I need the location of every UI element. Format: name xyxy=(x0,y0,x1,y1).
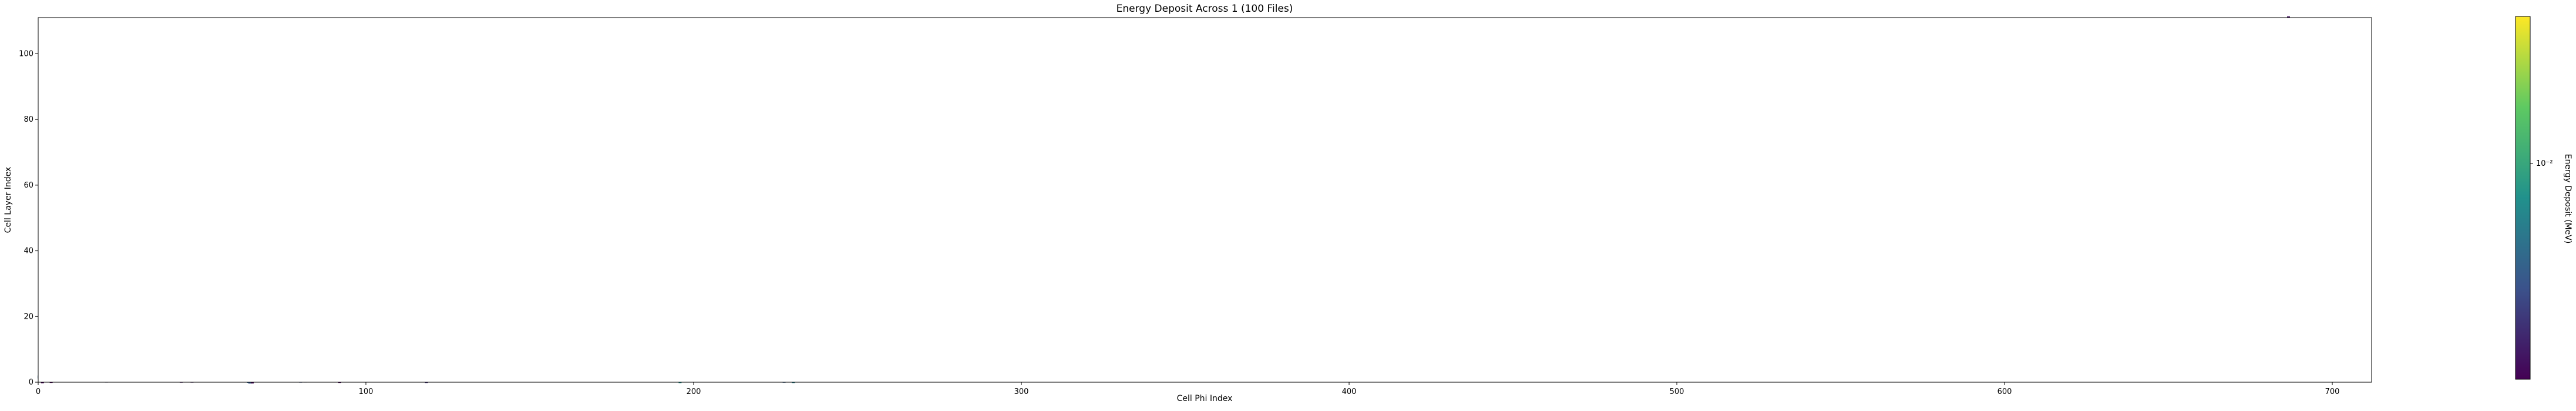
plot-area-frame xyxy=(38,17,2372,383)
colorbar-tick-label: 10⁻² xyxy=(2536,159,2553,168)
x-tick-label: 600 xyxy=(1997,387,2012,396)
y-axis-title: Cell Layer Index xyxy=(4,167,13,233)
ticks-layer: 0 100 200 300 400 500 600 700 0 20 40 60 80 100 xyxy=(19,49,2339,396)
x-tick-label: 500 xyxy=(1670,387,1684,396)
y-tick-label: 100 xyxy=(19,49,33,58)
y-tick-label: 40 xyxy=(23,247,33,256)
colorbar-frame xyxy=(2515,16,2531,380)
x-axis-title: Cell Phi Index xyxy=(1177,394,1233,403)
x-tick-label: 100 xyxy=(359,387,374,396)
x-tick-label: 400 xyxy=(1342,387,1357,396)
y-tick-label: 60 xyxy=(23,181,33,190)
colorbar: 10⁻² Energy Deposit (MeV) xyxy=(2515,16,2572,380)
x-tick-label: 0 xyxy=(36,387,41,396)
x-tick-label: 700 xyxy=(2325,387,2340,396)
x-tick-label: 200 xyxy=(687,387,701,396)
colorbar-title: Energy Deposit (MeV) xyxy=(2563,154,2572,244)
y-tick-label: 80 xyxy=(23,115,33,124)
y-tick-label: 20 xyxy=(23,312,33,321)
x-tick-label: 300 xyxy=(1014,387,1029,396)
y-tick-label: 0 xyxy=(29,378,33,387)
chart-title: Energy Deposit Across 1 (100 Files) xyxy=(1117,3,1293,15)
colorbar-gradient xyxy=(2516,16,2530,379)
